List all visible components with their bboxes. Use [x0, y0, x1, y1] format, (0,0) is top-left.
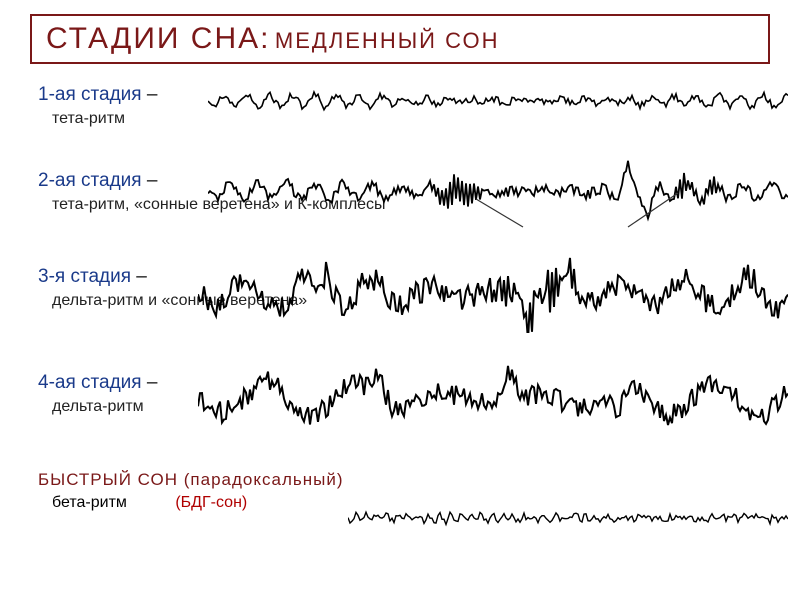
annotation-arrows	[208, 157, 788, 247]
stage-desc: тета-ритм	[52, 110, 125, 128]
stage-row-1: 1-ая стадия – тета-ритм	[38, 76, 770, 154]
fast-sub-right: (БДГ-сон)	[175, 494, 247, 511]
stage-wave-1	[208, 71, 788, 131]
stage-row-4: 4-ая стадия – дельта-ритм	[38, 364, 770, 462]
stage-wave-4	[198, 359, 788, 439]
title-sub: МЕДЛЕННЫЙ СОН	[275, 28, 500, 53]
stage-label: 3-я стадия –	[38, 266, 147, 288]
stage-label: 4-ая стадия –	[38, 372, 157, 394]
title-main: СТАДИИ СНА:	[46, 22, 270, 55]
stage-label: 2-ая стадия –	[38, 170, 157, 192]
stages-container: 1-ая стадия – тета-ритм 2-ая стадия –тета-…	[0, 76, 800, 462]
stage-wave-3	[198, 253, 788, 333]
stage-desc: дельта-ритм	[52, 398, 144, 416]
stage-label: 1-ая стадия –	[38, 84, 157, 106]
fast-sub-left: бета-ритм	[52, 494, 127, 511]
fast-sleep-block: БЫСТРЫЙ СОН (парадоксальный) бета-ритм (…	[38, 470, 770, 550]
stage-row-3: 3-я стадия –дельта-ритм и «сонные верете…	[38, 258, 770, 356]
stage-row-2: 2-ая стадия –тета-ритм, «сонные веретена…	[38, 162, 770, 250]
fast-wave	[348, 498, 788, 538]
title-box: СТАДИИ СНА: МЕДЛЕННЫЙ СОН	[30, 14, 770, 64]
fast-title: БЫСТРЫЙ СОН (парадоксальный)	[38, 470, 770, 490]
